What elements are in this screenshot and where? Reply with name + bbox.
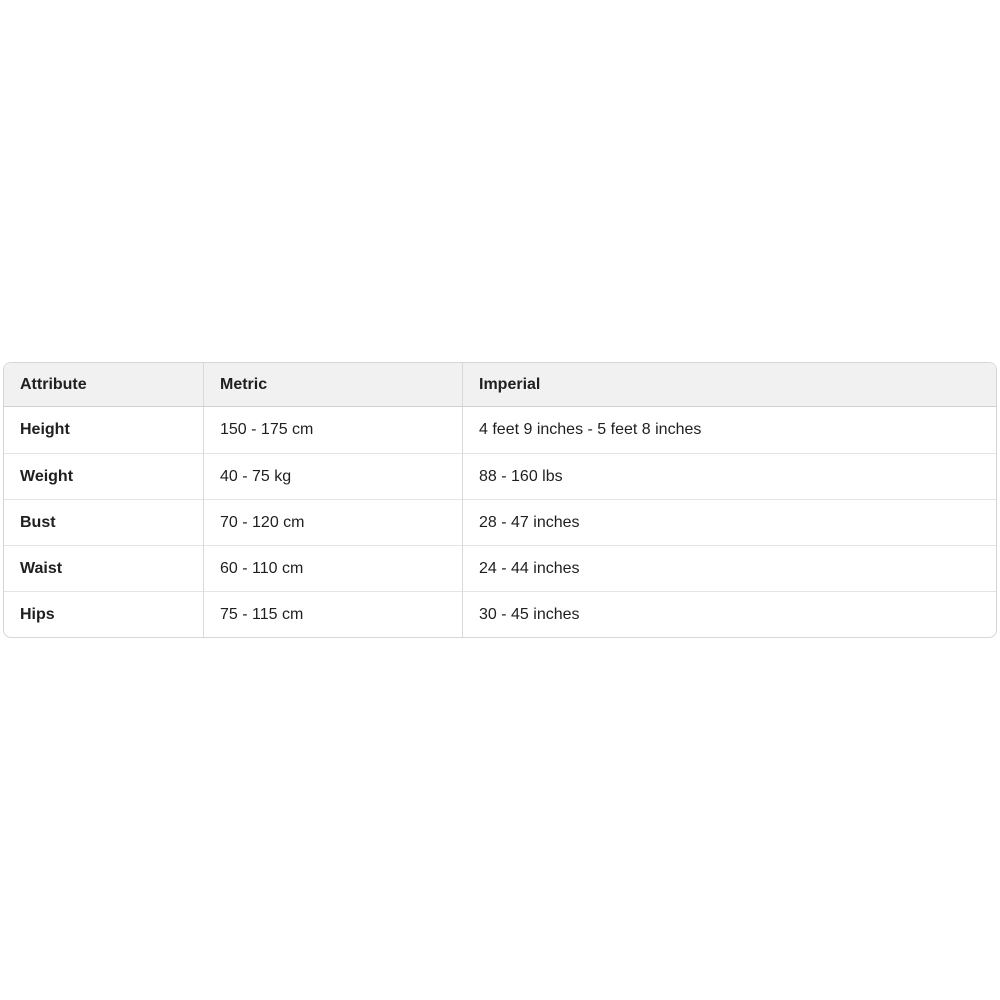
attribute-cell: Weight <box>4 453 203 499</box>
column-header-attribute: Attribute <box>4 363 203 407</box>
table-row: Height 150 - 175 cm 4 feet 9 inches - 5 … <box>4 407 996 453</box>
size-chart-table: Attribute Metric Imperial Height 150 - 1… <box>3 362 997 638</box>
table-row: Bust 70 - 120 cm 28 - 47 inches <box>4 499 996 545</box>
metric-cell: 75 - 115 cm <box>203 591 462 637</box>
column-header-imperial: Imperial <box>462 363 996 407</box>
attribute-cell: Height <box>4 407 203 453</box>
attribute-cell: Waist <box>4 545 203 591</box>
table-row: Weight 40 - 75 kg 88 - 160 lbs <box>4 453 996 499</box>
metric-cell: 150 - 175 cm <box>203 407 462 453</box>
table-row: Waist 60 - 110 cm 24 - 44 inches <box>4 545 996 591</box>
metric-cell: 60 - 110 cm <box>203 545 462 591</box>
imperial-cell: 30 - 45 inches <box>462 591 996 637</box>
table-header-row: Attribute Metric Imperial <box>4 363 996 407</box>
imperial-cell: 88 - 160 lbs <box>462 453 996 499</box>
attribute-cell: Bust <box>4 499 203 545</box>
metric-cell: 40 - 75 kg <box>203 453 462 499</box>
attribute-cell: Hips <box>4 591 203 637</box>
column-header-metric: Metric <box>203 363 462 407</box>
size-chart-container: Attribute Metric Imperial Height 150 - 1… <box>3 362 997 638</box>
imperial-cell: 4 feet 9 inches - 5 feet 8 inches <box>462 407 996 453</box>
imperial-cell: 28 - 47 inches <box>462 499 996 545</box>
metric-cell: 70 - 120 cm <box>203 499 462 545</box>
imperial-cell: 24 - 44 inches <box>462 545 996 591</box>
table-row: Hips 75 - 115 cm 30 - 45 inches <box>4 591 996 637</box>
